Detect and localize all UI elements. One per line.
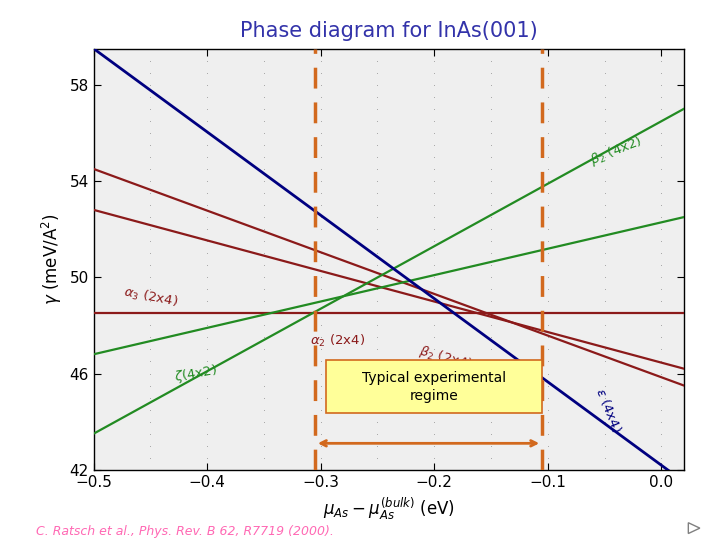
Title: Phase diagram for InAs(001): Phase diagram for InAs(001) <box>240 22 538 42</box>
FancyBboxPatch shape <box>326 360 542 413</box>
Text: Typical experimental
regime: Typical experimental regime <box>362 370 506 403</box>
Text: $\alpha_2$ (2x4): $\alpha_2$ (2x4) <box>310 333 365 349</box>
Text: $\beta_2$ (2x4): $\beta_2$ (2x4) <box>417 342 474 373</box>
X-axis label: $\mu_{As} - \mu_{As}^{(bulk)}$ (eV): $\mu_{As} - \mu_{As}^{(bulk)}$ (eV) <box>323 495 455 522</box>
Text: $\alpha_3$ (2x4): $\alpha_3$ (2x4) <box>122 285 179 311</box>
Text: $\beta_2$ (4x2): $\beta_2$ (4x2) <box>588 133 644 169</box>
Text: $\epsilon$ (4x4): $\epsilon$ (4x4) <box>593 386 625 435</box>
Text: C. Ratsch et al., Phys. Rev. B 62, R7719 (2000).: C. Ratsch et al., Phys. Rev. B 62, R7719… <box>36 524 334 538</box>
Y-axis label: $\gamma$ (meV/A$^2$): $\gamma$ (meV/A$^2$) <box>40 213 64 305</box>
Text: $\zeta$(4x2): $\zeta$(4x2) <box>173 361 218 386</box>
